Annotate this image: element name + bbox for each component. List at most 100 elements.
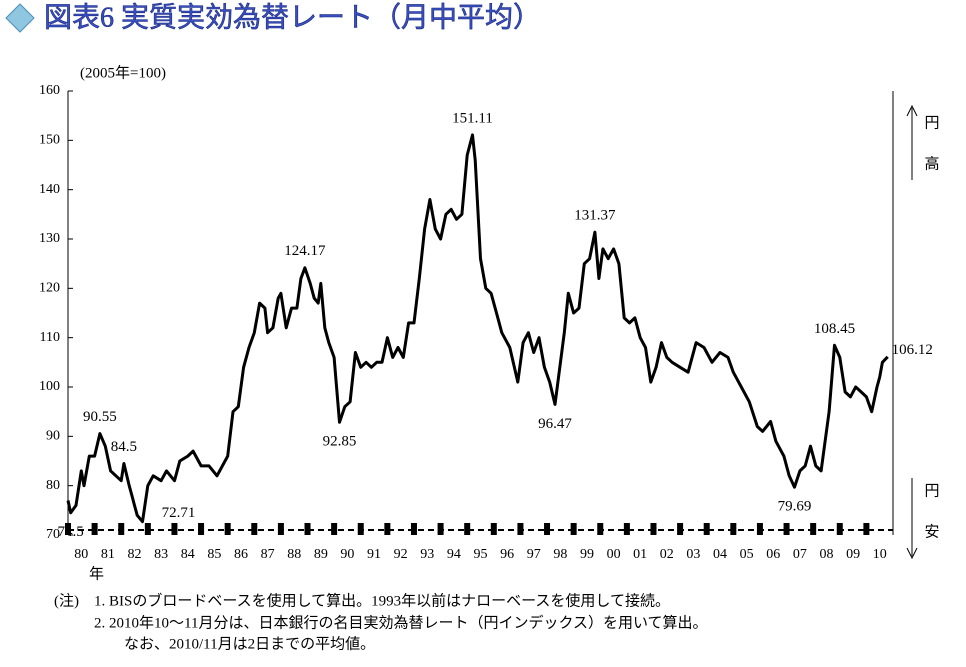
data-label: 108.45 <box>814 321 855 337</box>
x-tick-label: 08 <box>819 547 833 562</box>
x-tick-label: 89 <box>314 547 328 562</box>
right-label: 円 <box>924 115 939 131</box>
x-tick <box>384 523 391 535</box>
x-tick <box>544 523 551 535</box>
y-tick-label: 140 <box>39 182 60 197</box>
data-label: 131.37 <box>574 208 616 224</box>
x-tick-label: 03 <box>686 547 700 562</box>
chart-title: 図表6 実質実効為替レート（月中平均） <box>44 1 541 33</box>
right-label: 円 <box>924 483 939 499</box>
right-label: 安 <box>924 523 939 540</box>
y-tick-label: 90 <box>46 429 60 444</box>
x-tick-label: 87 <box>261 547 275 562</box>
y-axis-unit: (2005年=100) <box>80 64 166 81</box>
x-tick-label: 97 <box>527 547 541 562</box>
x-tick-label: 07 <box>793 547 807 562</box>
note: 2. 2010年10～11月分は、日本銀行の名目実効為替レート（円インデックス）… <box>94 613 708 631</box>
x-tick <box>410 523 417 535</box>
data-label: 79.69 <box>778 499 812 515</box>
data-label: 74.5 <box>58 524 84 540</box>
x-tick <box>304 523 311 535</box>
x-tick <box>437 523 444 535</box>
x-tick <box>464 523 471 535</box>
x-tick-label: 84 <box>181 547 195 562</box>
x-tick <box>331 523 338 535</box>
arrow-up-head <box>906 104 918 117</box>
x-tick <box>623 523 630 535</box>
x-tick <box>490 523 497 535</box>
x-tick-label: 06 <box>766 547 780 562</box>
data-label: 96.47 <box>538 416 572 432</box>
x-tick-label: 83 <box>154 547 168 562</box>
x-tick <box>863 523 870 535</box>
data-label: 84.5 <box>111 439 137 455</box>
right-label: 高 <box>924 155 939 172</box>
x-tick <box>756 523 763 535</box>
data-label: 72.71 <box>162 505 196 521</box>
x-tick <box>517 523 524 535</box>
data-label: 124.17 <box>284 243 326 259</box>
x-tick-label: 85 <box>207 547 221 562</box>
x-tick <box>277 523 284 535</box>
x-tick-label: 80 <box>74 547 88 562</box>
x-tick <box>836 523 843 535</box>
x-tick-label: 94 <box>447 547 461 562</box>
x-tick-label: 81 <box>101 547 115 562</box>
x-tick <box>810 523 817 535</box>
x-tick-label: 98 <box>553 547 567 562</box>
x-tick <box>570 523 577 535</box>
x-tick <box>144 523 151 535</box>
x-tick-label: 90 <box>340 547 354 562</box>
x-tick <box>650 523 657 535</box>
data-line <box>66 133 889 524</box>
x-tick-label: 02 <box>660 547 674 562</box>
x-tick <box>730 523 737 535</box>
x-tick-label: 05 <box>740 547 754 562</box>
x-tick <box>783 523 790 535</box>
x-axis-label: 年 <box>89 565 104 582</box>
y-tick-label: 130 <box>39 231 60 246</box>
y-tick-label: 100 <box>39 379 60 394</box>
data-label: 151.11 <box>452 110 493 126</box>
x-tick <box>677 523 684 535</box>
x-tick <box>118 523 125 535</box>
x-tick-label: 00 <box>607 547 621 562</box>
x-tick <box>703 523 710 535</box>
y-tick-label: 150 <box>39 133 60 148</box>
x-tick-label: 96 <box>500 547 514 562</box>
x-tick-label: 82 <box>128 547 142 562</box>
notes-label: (注) <box>54 592 79 609</box>
y-tick-label: 70 <box>46 527 60 542</box>
data-label: 106.12 <box>892 342 933 358</box>
y-tick-label: 80 <box>46 478 60 493</box>
x-tick-label: 91 <box>367 547 381 562</box>
x-tick-label: 04 <box>713 547 727 562</box>
y-tick-label: 160 <box>39 83 60 98</box>
x-tick-label: 01 <box>633 547 647 562</box>
x-tick <box>171 523 178 535</box>
x-tick-label: 93 <box>420 547 434 562</box>
x-tick-label: 10 <box>873 547 887 562</box>
note: 1. BISのブロードベースを使用して算出。1993年以前はナローベースを使用し… <box>94 591 670 609</box>
x-tick-label: 99 <box>580 547 594 562</box>
x-tick-label: 86 <box>234 547 248 562</box>
data-label: 90.55 <box>83 409 117 425</box>
y-tick-label: 120 <box>39 281 60 296</box>
x-tick <box>65 523 71 535</box>
x-tick <box>224 523 231 535</box>
x-tick-label: 09 <box>846 547 860 562</box>
x-tick <box>91 523 98 535</box>
arrow-down-head <box>906 547 918 560</box>
x-tick <box>198 523 205 535</box>
x-tick-label: 88 <box>287 547 301 562</box>
x-tick <box>251 523 258 535</box>
data-label: 92.85 <box>323 434 357 450</box>
note: なお、2010/11月は2日までの平均値。 <box>124 635 375 652</box>
x-tick <box>597 523 604 535</box>
x-tick-label: 92 <box>394 547 408 562</box>
x-tick <box>357 523 364 535</box>
title-icon <box>5 3 35 33</box>
x-tick-label: 95 <box>474 547 488 562</box>
y-tick-label: 110 <box>40 330 60 345</box>
